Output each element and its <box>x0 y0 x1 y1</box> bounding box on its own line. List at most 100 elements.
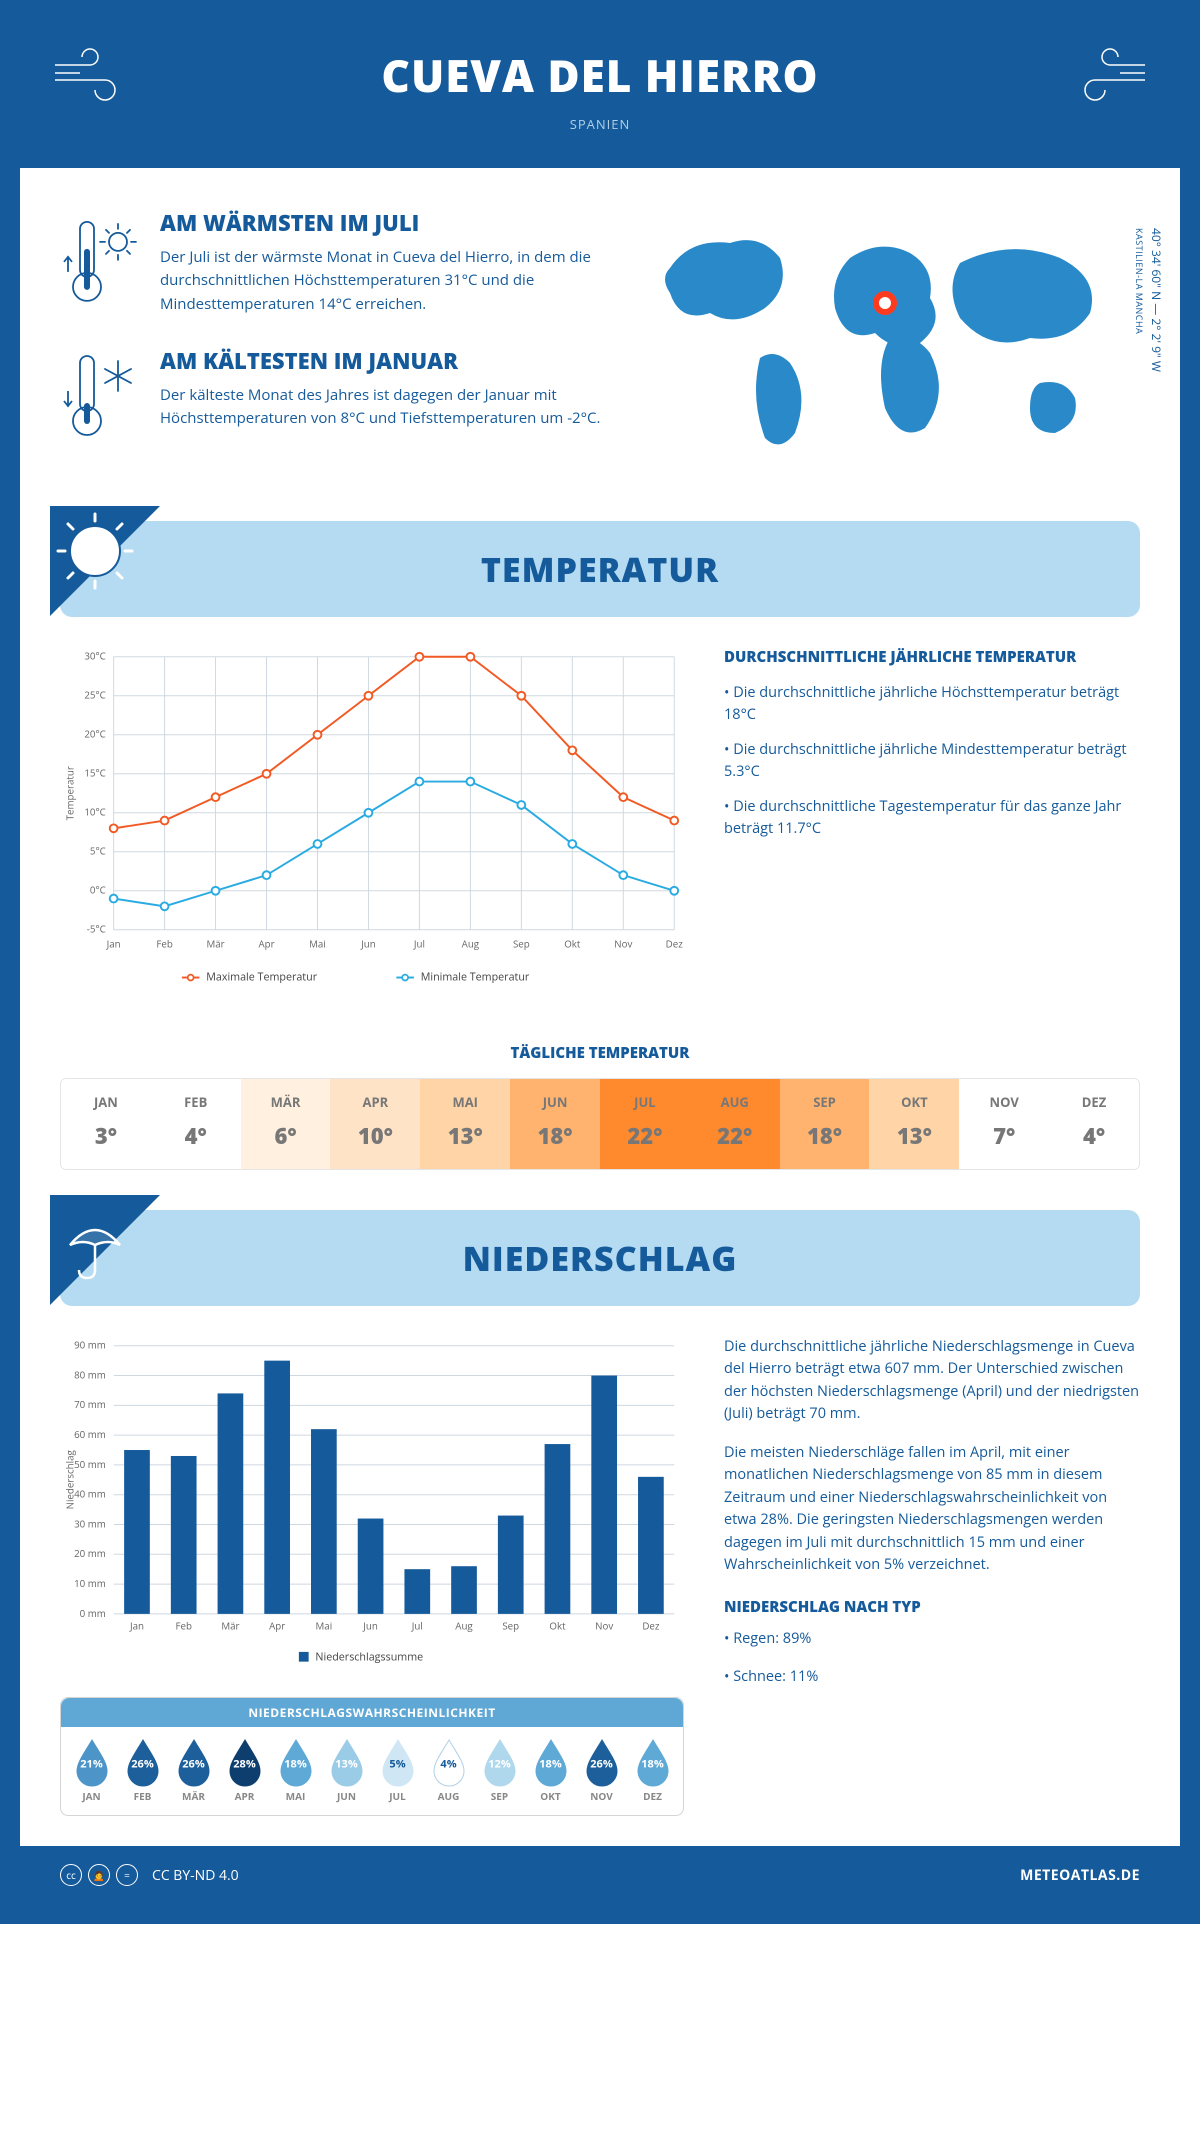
probability-panel: NIEDERSCHLAGSWAHRSCHEINLICHKEIT 21%JAN26… <box>60 1697 684 1816</box>
svg-text:Mär: Mär <box>221 1619 239 1632</box>
warm-text: Der Juli ist der wärmste Monat in Cueva … <box>160 246 610 316</box>
svg-text:Sep: Sep <box>513 937 530 950</box>
prob-cell: 26%NOV <box>576 1737 627 1803</box>
svg-text:Minimale Temperatur: Minimale Temperatur <box>421 970 530 984</box>
thermometer-hot-icon <box>60 208 140 316</box>
svg-text:Mai: Mai <box>316 1619 333 1632</box>
precip-snow: • Schnee: 11% <box>724 1666 1140 1688</box>
svg-text:Mai: Mai <box>309 937 326 950</box>
svg-text:Nov: Nov <box>595 1619 613 1632</box>
precipitation-chart: 0 mm10 mm20 mm30 mm40 mm50 mm60 mm70 mm8… <box>60 1336 684 1668</box>
svg-text:Apr: Apr <box>269 1619 285 1632</box>
svg-text:Jan: Jan <box>106 937 121 950</box>
precip-p2: Die meisten Niederschläge fallen im Apri… <box>724 1442 1140 1577</box>
svg-text:Jan: Jan <box>129 1619 144 1632</box>
svg-text:70 mm: 70 mm <box>74 1398 106 1411</box>
nd-icon: = <box>116 1864 138 1886</box>
warm-heading: AM WÄRMSTEN IM JULI <box>160 208 610 238</box>
prob-cell: 12%SEP <box>474 1737 525 1803</box>
svg-text:0 mm: 0 mm <box>80 1607 106 1620</box>
temp-info-heading: DURCHSCHNITTLICHE JÄHRLICHE TEMPERATUR <box>724 647 1140 667</box>
svg-text:5°C: 5°C <box>90 844 106 857</box>
svg-text:10°C: 10°C <box>84 805 105 818</box>
prob-cell: 18%DEZ <box>627 1737 678 1803</box>
svg-text:0°C: 0°C <box>90 883 106 896</box>
svg-text:Temperatur: Temperatur <box>64 766 77 820</box>
precip-type-heading: NIEDERSCHLAG NACH TYP <box>724 1596 1140 1619</box>
svg-text:Dez: Dez <box>642 1619 660 1632</box>
cc-icon: cc <box>60 1864 82 1886</box>
temp-banner: TEMPERATUR <box>60 521 1140 617</box>
svg-text:Sep: Sep <box>502 1619 519 1632</box>
daily-cell: FEB4° <box>151 1079 241 1169</box>
svg-text:Apr: Apr <box>258 937 274 950</box>
svg-text:Okt: Okt <box>564 937 581 950</box>
svg-text:15°C: 15°C <box>84 766 105 779</box>
svg-text:20 mm: 20 mm <box>74 1547 106 1560</box>
svg-text:25°C: 25°C <box>84 688 105 701</box>
svg-text:Feb: Feb <box>156 937 173 950</box>
header: CUEVA DEL HIERRO SPANIEN <box>20 20 1180 168</box>
prob-cell: 26%MÄR <box>168 1737 219 1803</box>
cold-fact: AM KÄLTESTEN IM JANUAR Der kälteste Mona… <box>60 346 610 446</box>
daily-cell: JUL22° <box>600 1079 690 1169</box>
svg-text:90 mm: 90 mm <box>74 1338 106 1351</box>
world-map <box>640 208 1140 468</box>
prob-cell: 26%FEB <box>117 1737 168 1803</box>
daily-cell: DEZ4° <box>1049 1079 1139 1169</box>
page-title: CUEVA DEL HIERRO <box>60 45 1140 105</box>
thermometer-cold-icon <box>60 346 140 446</box>
precip-p1: Die durchschnittliche jährliche Niedersc… <box>724 1336 1140 1426</box>
svg-text:30 mm: 30 mm <box>74 1517 106 1530</box>
prob-cell: 21%JAN <box>66 1737 117 1803</box>
daily-cell: MAI13° <box>420 1079 510 1169</box>
wind-icon <box>1070 45 1150 105</box>
svg-text:20°C: 20°C <box>84 727 105 740</box>
temp-bullet: • Die durchschnittliche jährliche Mindes… <box>724 739 1140 784</box>
svg-text:Aug: Aug <box>462 937 480 950</box>
svg-text:Niederschlagssumme: Niederschlagssumme <box>315 1650 423 1664</box>
svg-text:Mär: Mär <box>206 937 224 950</box>
daily-cell: OKT13° <box>869 1079 959 1169</box>
prob-cell: 4%AUG <box>423 1737 474 1803</box>
prob-cell: 13%JUN <box>321 1737 372 1803</box>
svg-text:60 mm: 60 mm <box>74 1428 106 1441</box>
temp-bullet: • Die durchschnittliche jährliche Höchst… <box>724 682 1140 727</box>
svg-text:50 mm: 50 mm <box>74 1458 106 1471</box>
svg-text:Okt: Okt <box>549 1619 566 1632</box>
svg-text:Jun: Jun <box>360 937 376 950</box>
svg-text:80 mm: 80 mm <box>74 1368 106 1381</box>
cold-heading: AM KÄLTESTEN IM JANUAR <box>160 346 610 376</box>
site-name: METEOATLAS.DE <box>1020 1866 1140 1885</box>
cold-text: Der kälteste Monat des Jahres ist dagege… <box>160 384 610 431</box>
svg-text:Dez: Dez <box>666 937 684 950</box>
svg-text:Feb: Feb <box>175 1619 192 1632</box>
svg-text:-5°C: -5°C <box>87 922 106 935</box>
country-label: SPANIEN <box>60 115 1140 133</box>
warm-fact: AM WÄRMSTEN IM JULI Der Juli ist der wär… <box>60 208 610 316</box>
svg-text:Aug: Aug <box>455 1619 473 1632</box>
daily-cell: SEP18° <box>780 1079 870 1169</box>
daily-cell: JAN3° <box>61 1079 151 1169</box>
temp-heading: TEMPERATUR <box>60 546 1140 592</box>
svg-text:Maximale Temperatur: Maximale Temperatur <box>206 970 317 984</box>
precip-rain: • Regen: 89% <box>724 1628 1140 1650</box>
by-icon: 🙍 <box>88 1864 110 1886</box>
sun-icon <box>50 506 160 616</box>
daily-cell: MÄR6° <box>241 1079 331 1169</box>
coordinates: 40° 34' 60" N — 2° 2' 9" W KASTILIEN-LA … <box>1131 228 1165 372</box>
daily-temp-grid: JAN3°FEB4°MÄR6°APR10°MAI13°JUN18°JUL22°A… <box>60 1078 1140 1170</box>
prob-cell: 18%OKT <box>525 1737 576 1803</box>
daily-cell: NOV7° <box>959 1079 1049 1169</box>
prob-cell: 18%MAI <box>270 1737 321 1803</box>
precip-banner: NIEDERSCHLAG <box>60 1210 1140 1306</box>
temperature-chart: -5°C0°C5°C10°C15°C20°C25°C30°CJanFebMärA… <box>60 647 684 998</box>
wind-icon <box>50 45 130 105</box>
daily-cell: APR10° <box>330 1079 420 1169</box>
umbrella-icon <box>50 1195 160 1305</box>
svg-text:Nov: Nov <box>614 937 632 950</box>
license-text: CC BY-ND 4.0 <box>152 1866 239 1885</box>
precip-heading: NIEDERSCHLAG <box>60 1235 1140 1281</box>
footer: cc 🙍 = CC BY-ND 4.0 METEOATLAS.DE <box>20 1846 1180 1904</box>
prob-heading: NIEDERSCHLAGSWAHRSCHEINLICHKEIT <box>61 1698 683 1727</box>
